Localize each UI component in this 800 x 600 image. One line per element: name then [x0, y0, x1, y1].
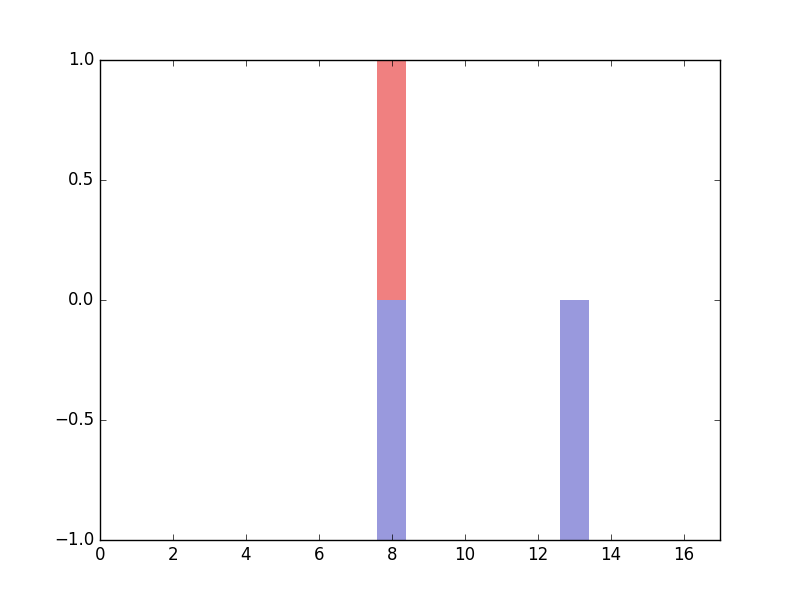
Bar [559, 300, 589, 540]
Bar [377, 300, 406, 540]
Bar [377, 60, 406, 300]
